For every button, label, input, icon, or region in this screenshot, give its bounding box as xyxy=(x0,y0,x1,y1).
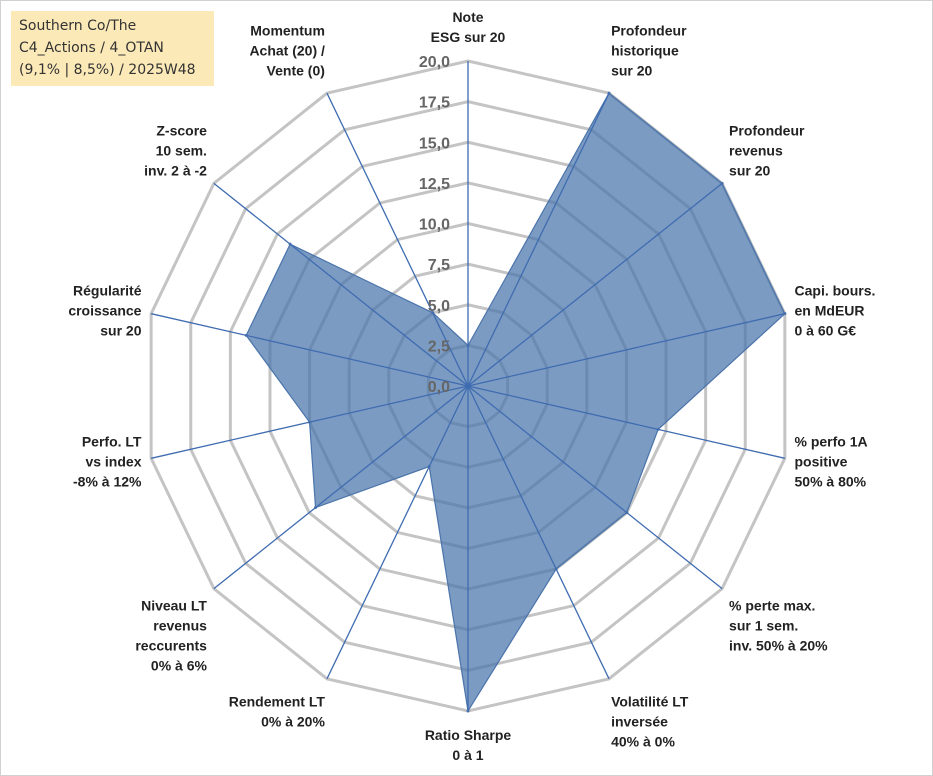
radar-axis-label: ESG sur 20 xyxy=(431,29,506,45)
radar-axis-label: % perfo 1A xyxy=(795,433,868,449)
radar-axis-label: Ratio Sharpe xyxy=(425,727,512,743)
radar-axis-label: % perte max. xyxy=(729,597,815,613)
radar-axis-label: historique xyxy=(611,43,679,59)
radar-axis-label: vs index xyxy=(85,453,141,469)
radar-axis-label: revenus xyxy=(729,143,783,159)
radar-tick-labels: 0,0 2,5 5,0 7,5 10,0 12,5 15,0 17,5 20,0 xyxy=(419,54,450,396)
chart-title-line-2: C4_Actions / 4_OTAN xyxy=(19,40,164,56)
radar-axis-label: sur 1 sem. xyxy=(729,617,798,633)
radar-axis-label: inv. 50% à 20% xyxy=(729,637,828,653)
radar-axis-label: 40% à 0% xyxy=(611,733,675,749)
radar-axis-label: sur 20 xyxy=(100,323,141,339)
radar-axis-label: Perfo. LT xyxy=(82,433,142,449)
radar-spoke xyxy=(467,385,610,680)
radar-axis-label: 10 sem. xyxy=(156,143,207,159)
radar-spoke xyxy=(467,313,785,387)
radar-axis-label: positive xyxy=(795,453,848,469)
radar-axis-label: inversée xyxy=(611,713,668,729)
radar-spoke xyxy=(151,385,469,459)
radar-tick-label: 7,5 xyxy=(428,257,450,274)
radar-tick-label: 17,5 xyxy=(419,95,450,112)
radar-tick-label: 12,5 xyxy=(419,176,450,193)
radar-spoke xyxy=(467,385,723,590)
radar-axis-label: 0% à 6% xyxy=(151,657,208,673)
radar-axis-labels: Note ESG sur 20 Profondeur historique sur 20… xyxy=(68,9,875,763)
radar-tick-label: 0,0 xyxy=(428,379,450,396)
radar-axis-label: Achat (20) / xyxy=(249,43,325,59)
radar-axis-label: sur 20 xyxy=(729,163,770,179)
radar-tick-label: 15,0 xyxy=(419,135,450,152)
radar-axis-label: Régularité xyxy=(73,283,142,299)
radar-axis-label: croissance xyxy=(68,303,141,319)
radar-axis-label: Profondeur xyxy=(729,123,805,139)
radar-spoke xyxy=(467,385,785,459)
radar-axis-label: Capi. bours. xyxy=(795,283,876,299)
radar-axis-label: reccurents xyxy=(135,637,207,653)
radar-spoke xyxy=(213,182,469,387)
radar-axis-label: Profondeur xyxy=(611,23,687,39)
radar-axis-label: Volatilité LT xyxy=(611,693,689,709)
radar-axis-label: 0 à 60 G€ xyxy=(795,323,857,339)
radar-series-polygon xyxy=(245,92,786,713)
chart-title-line-3: (9,1% | 8,5%) / 2025W48 xyxy=(19,62,196,78)
radar-spoke xyxy=(326,385,469,680)
radar-axis-label: Note xyxy=(452,9,483,25)
radar-spoke xyxy=(467,92,610,387)
radar-spoke xyxy=(151,313,469,387)
radar-axis-label: Momentum xyxy=(250,23,325,39)
radar-axis-label: -8% à 12% xyxy=(73,473,142,489)
radar-spokes xyxy=(151,61,785,711)
radar-axis-label: Niveau LT xyxy=(141,597,207,613)
radar-axis-label: 50% à 80% xyxy=(795,473,867,489)
chart-title-box: Southern Co/The C4_Actions / 4_OTAN (9,1… xyxy=(11,11,214,86)
radar-tick-label: 5,0 xyxy=(428,298,450,315)
radar-axis-label: 0 à 1 xyxy=(452,747,483,763)
radar-spoke xyxy=(326,92,469,387)
radar-tick-label: 2,5 xyxy=(428,338,450,355)
radar-axis-label: sur 20 xyxy=(611,63,652,79)
radar-tick-label: 10,0 xyxy=(419,217,450,234)
radar-axis-label: 0% à 20% xyxy=(261,713,325,729)
radar-axis-label: Z-score xyxy=(156,123,207,139)
radar-axis-label: revenus xyxy=(153,617,207,633)
radar-axis-label: inv. 2 à -2 xyxy=(144,163,207,179)
chart-title-line-1: Southern Co/The xyxy=(19,18,137,34)
radar-axis-label: Vente (0) xyxy=(267,63,325,79)
radar-axis-label: Rendement LT xyxy=(229,693,326,709)
radar-axis-label: en MdEUR xyxy=(795,303,865,319)
radar-spoke xyxy=(213,385,469,590)
radar-spoke xyxy=(467,182,723,387)
radar-tick-label: 20,0 xyxy=(419,54,450,71)
